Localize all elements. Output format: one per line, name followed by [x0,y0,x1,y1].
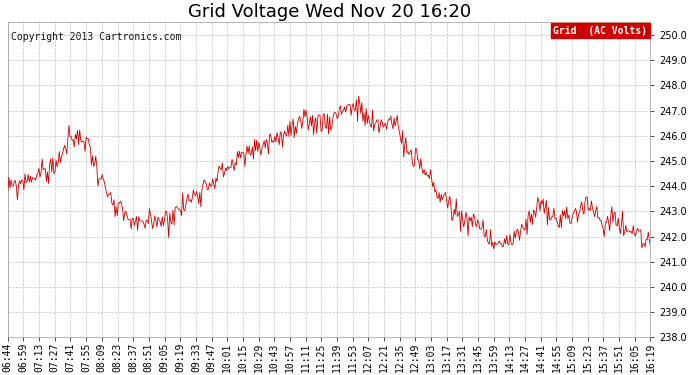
Title: Grid Voltage Wed Nov 20 16:20: Grid Voltage Wed Nov 20 16:20 [188,3,471,21]
Text: Copyright 2013 Cartronics.com: Copyright 2013 Cartronics.com [11,32,181,42]
Text: Grid  (AC Volts): Grid (AC Volts) [553,26,647,36]
